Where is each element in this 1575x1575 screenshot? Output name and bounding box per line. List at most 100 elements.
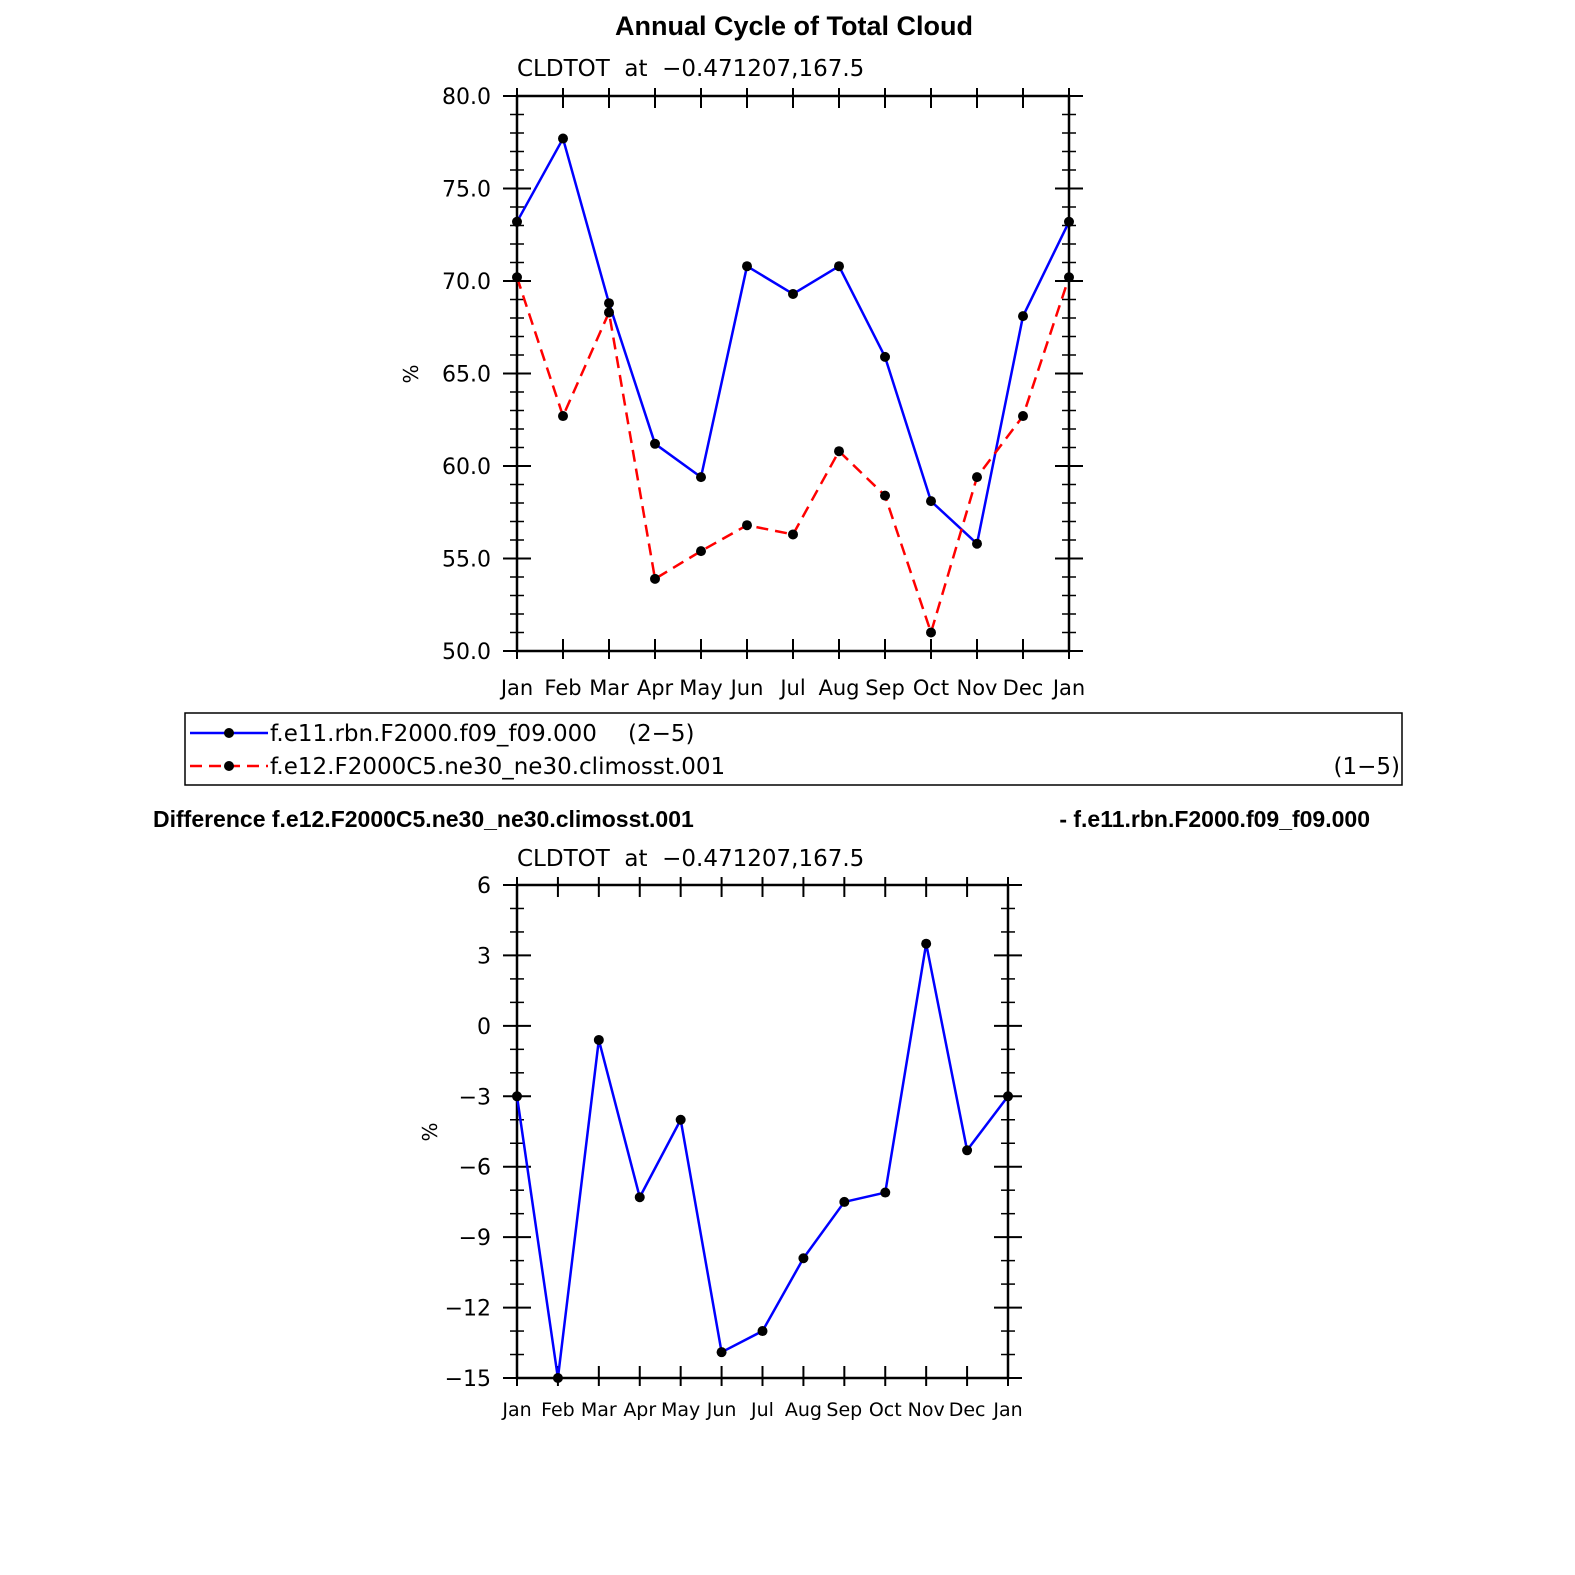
bottom-x-tick-label: Oct bbox=[869, 1399, 902, 1421]
top-chart-subtitle: CLDTOT at −0.471207,167.5 bbox=[517, 56, 864, 82]
bottom-x-tick-label: Jul bbox=[750, 1399, 774, 1421]
bottom-y-axis-label: % bbox=[418, 1122, 442, 1141]
top-series-1-point bbox=[1018, 311, 1028, 322]
top-series-2-point bbox=[696, 546, 706, 557]
top-x-tick-label: Sep bbox=[865, 676, 905, 700]
top-x-tick-label: Aug bbox=[818, 676, 859, 700]
bottom-chart: Jan Feb Mar Apr May Jun Jul Aug Sep Oct Nov Dec Jan−… bbox=[418, 874, 1023, 1421]
top-series-1-point bbox=[650, 438, 660, 449]
legend-note-2: (1−5) bbox=[1334, 754, 1400, 780]
bottom-y-tick-label: −3 bbox=[459, 1085, 491, 1110]
top-series-2-point bbox=[834, 446, 844, 457]
bottom-x-tick-label: Aug bbox=[785, 1399, 822, 1421]
top-y-tick-label: 65.0 bbox=[442, 363, 491, 388]
top-y-tick-label: 50.0 bbox=[442, 640, 491, 665]
bottom-chart-title-right: - f.e11.rbn.F2000.f09_f09.000 bbox=[1059, 806, 1370, 832]
top-series-2-point bbox=[972, 472, 982, 483]
top-series-1-point bbox=[926, 496, 936, 507]
top-series-2-point bbox=[742, 520, 752, 531]
top-series-2-line bbox=[515, 276, 1071, 634]
top-y-tick-label: 80.0 bbox=[442, 85, 491, 110]
top-series-1-point bbox=[1064, 216, 1074, 227]
bottom-x-tick-label: Dec bbox=[949, 1399, 986, 1421]
bottom-series-1-point bbox=[839, 1196, 850, 1207]
top-y-tick-label: 70.0 bbox=[442, 270, 491, 295]
bottom-series-1-point bbox=[552, 1373, 563, 1383]
bottom-series-1-point bbox=[512, 1091, 522, 1102]
bottom-y-tick-label: −12 bbox=[445, 1297, 491, 1322]
bottom-series-1-point bbox=[675, 1114, 686, 1125]
legend-box bbox=[184, 712, 1403, 786]
bottom-series-1-point bbox=[880, 1187, 891, 1198]
top-series-2-point bbox=[880, 490, 890, 501]
bottom-series-1-point bbox=[634, 1192, 645, 1203]
top-plot-frame bbox=[515, 94, 1071, 653]
top-x-tick-label: Apr bbox=[637, 676, 674, 700]
bottom-y-tick-label: 6 bbox=[477, 874, 491, 899]
bottom-x-tick-label: Jan bbox=[992, 1399, 1022, 1421]
top-series-1-point bbox=[972, 538, 982, 549]
top-x-tick-label: Nov bbox=[957, 676, 998, 700]
top-y-axis-label: % bbox=[399, 364, 423, 383]
bottom-y-tick-label: −9 bbox=[459, 1226, 491, 1251]
bottom-series-1-point bbox=[716, 1347, 727, 1358]
top-series-2-point bbox=[926, 627, 936, 638]
bottom-x-tick-label: Sep bbox=[826, 1399, 862, 1421]
top-series-1-point bbox=[834, 261, 844, 272]
bottom-x-tick-label: Mar bbox=[581, 1399, 617, 1421]
top-series-1-point bbox=[788, 288, 798, 299]
top-x-tick-label: Oct bbox=[913, 676, 949, 700]
bottom-series-1-point bbox=[798, 1253, 809, 1264]
top-series-1-point bbox=[880, 351, 890, 362]
bottom-x-tick-label: Jun bbox=[706, 1399, 737, 1421]
bottom-series-1-line bbox=[515, 942, 1009, 1380]
top-chart: Jan Feb Mar Apr May Jun Jul Aug Sep Oct Nov Dec Jan 5… bbox=[399, 85, 1085, 700]
bottom-series-1-point bbox=[921, 938, 932, 949]
top-y-tick-label: 55.0 bbox=[442, 548, 491, 573]
bottom-series-1-point bbox=[962, 1145, 973, 1156]
top-series-2-point bbox=[1018, 411, 1028, 422]
bottom-x-tick-label: Feb bbox=[541, 1399, 575, 1421]
top-series-1-point bbox=[742, 261, 752, 272]
bottom-chart-subtitle: CLDTOT at −0.471207,167.5 bbox=[517, 846, 864, 872]
bottom-plot-frame bbox=[515, 883, 1010, 1380]
bottom-x-tick-label: May bbox=[661, 1399, 700, 1421]
legend-note-1: (2−5) bbox=[628, 721, 694, 747]
top-x-tick-label: Jan bbox=[1051, 676, 1085, 700]
legend-marker-1 bbox=[224, 728, 234, 738]
bottom-chart-title: Difference f.e12.F2000C5.ne30_ne30.climo… bbox=[153, 806, 694, 832]
top-x-tick-label: May bbox=[679, 676, 722, 700]
top-series-1-point bbox=[558, 133, 568, 144]
top-x-tick-label: Jan bbox=[499, 676, 533, 700]
top-x-tick-label: Jun bbox=[729, 676, 764, 700]
top-series-2-point bbox=[788, 529, 798, 540]
top-x-tick-label: Jul bbox=[778, 676, 805, 700]
bottom-y-tick-label: −15 bbox=[445, 1367, 491, 1392]
legend-entry-2: f.e12.F2000C5.ne30_ne30.climosst.001 (1−… bbox=[190, 754, 1400, 780]
bottom-series-1-point bbox=[593, 1034, 604, 1045]
bottom-series-1-point bbox=[757, 1326, 768, 1337]
top-x-tick-label: Feb bbox=[544, 676, 581, 700]
legend-marker-2 bbox=[224, 761, 234, 771]
top-chart-title: Annual Cycle of Total Cloud bbox=[615, 11, 973, 41]
bottom-y-tick-label: 0 bbox=[477, 1015, 491, 1040]
top-series-2-point bbox=[604, 307, 614, 318]
top-series-2-point bbox=[512, 272, 522, 283]
top-x-tick-label: Mar bbox=[589, 676, 629, 700]
legend-label-2: f.e12.F2000C5.ne30_ne30.climosst.001 bbox=[270, 754, 725, 780]
bottom-x-tick-label: Nov bbox=[908, 1399, 945, 1421]
bottom-series-1-point bbox=[1003, 1091, 1013, 1102]
bottom-x-tick-label: Apr bbox=[623, 1399, 656, 1421]
legend-entry-1: f.e11.rbn.F2000.f09_f09.000 (2−5) bbox=[190, 721, 694, 747]
bottom-y-tick-label: 3 bbox=[477, 944, 491, 969]
top-series-2-point bbox=[650, 573, 660, 584]
top-series-2-point bbox=[1064, 272, 1074, 283]
top-y-tick-label: 60.0 bbox=[442, 455, 491, 480]
top-series-1-point bbox=[696, 472, 706, 483]
top-series-1-point bbox=[512, 216, 522, 227]
bottom-y-tick-label: −6 bbox=[459, 1156, 491, 1181]
top-series-1-point bbox=[604, 298, 614, 309]
top-series-1-line bbox=[515, 137, 1071, 545]
bottom-x-tick-label: Jan bbox=[501, 1399, 531, 1421]
